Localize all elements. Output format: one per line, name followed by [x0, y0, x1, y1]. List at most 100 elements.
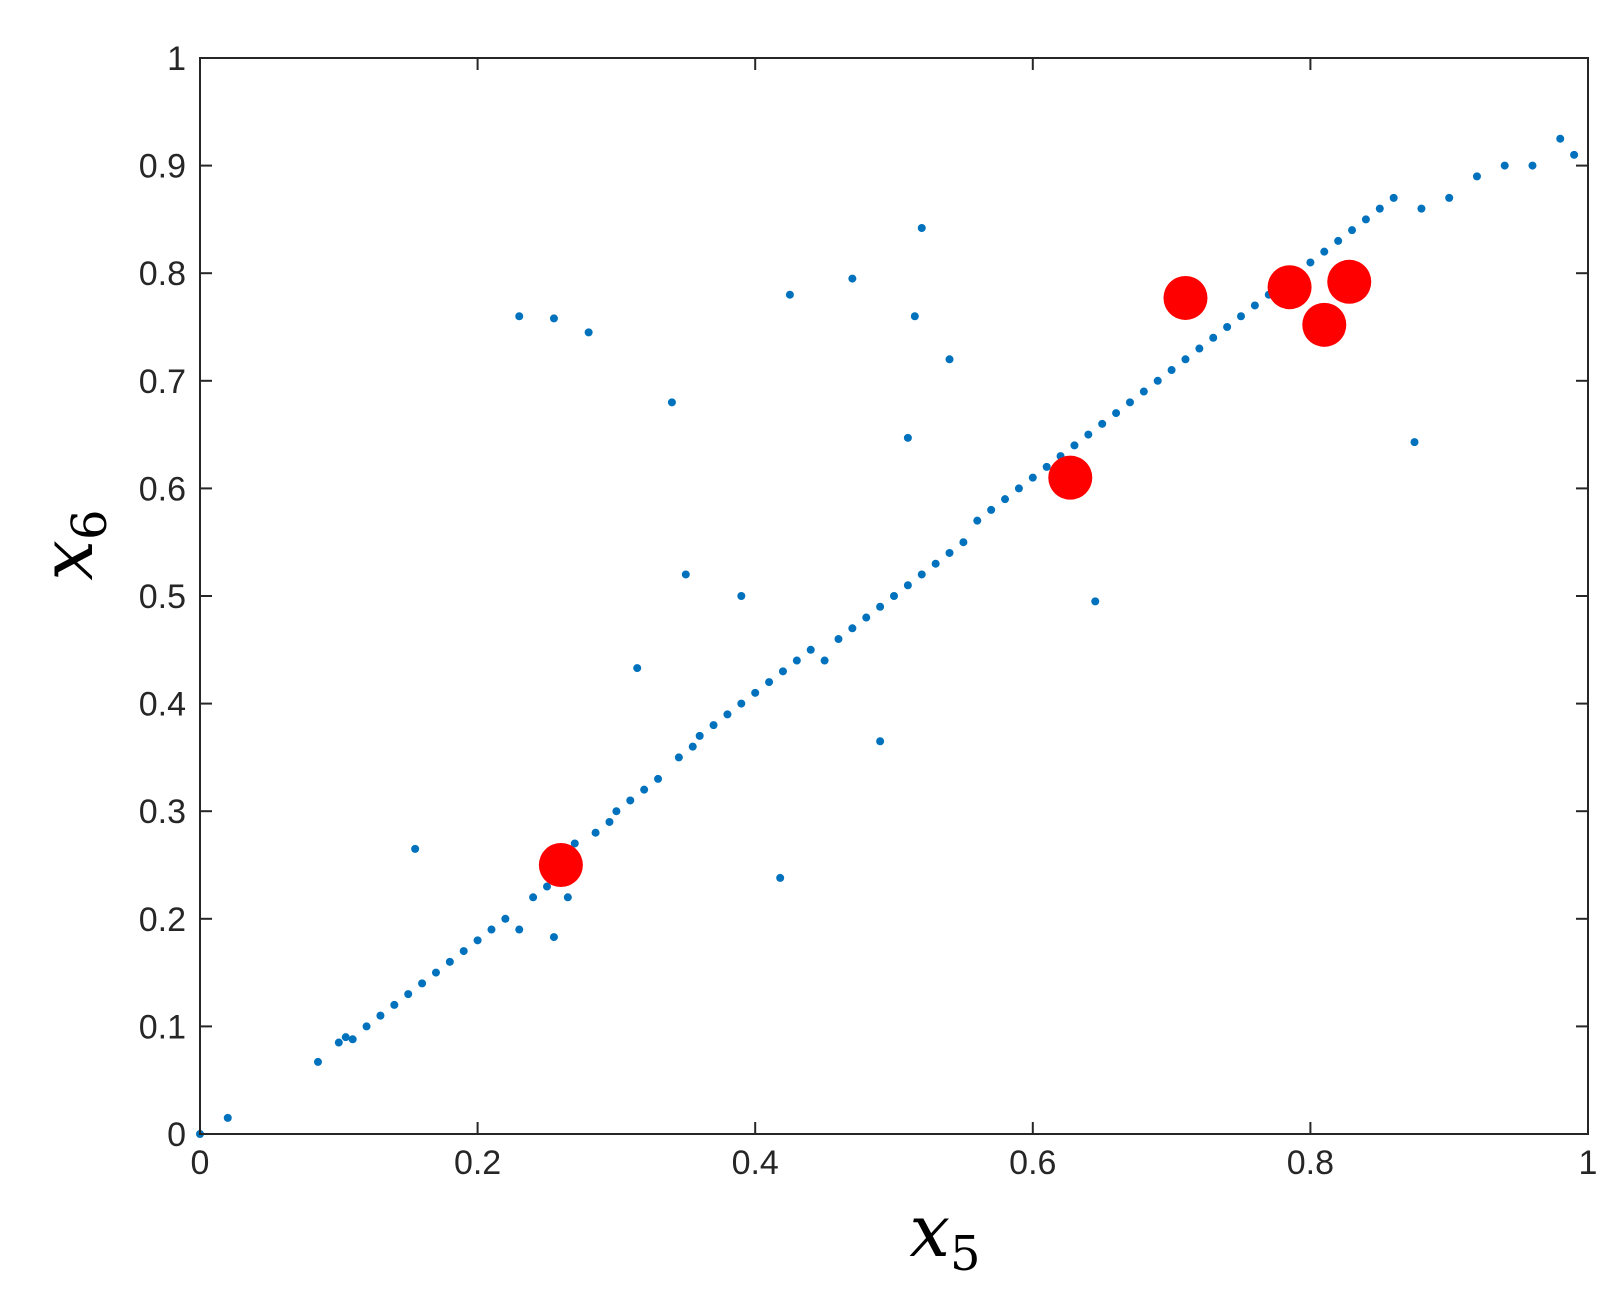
data-point [778, 667, 787, 676]
plot-area-frame [199, 57, 1589, 1135]
data-point [695, 731, 704, 740]
data-point [487, 925, 496, 934]
data-point [529, 893, 538, 902]
data-point [591, 828, 600, 837]
data-point [341, 1033, 350, 1042]
x-tick-label: 0.6 [1009, 1144, 1056, 1182]
data-point [390, 1000, 399, 1009]
data-point [1528, 161, 1537, 170]
data-point [313, 1057, 322, 1066]
data-point [931, 559, 940, 568]
data-point [584, 328, 593, 337]
data-point [348, 1035, 357, 1044]
data-point [640, 785, 649, 794]
data-point [785, 290, 794, 299]
data-point [515, 925, 524, 934]
x-axis-label-base: x [909, 1189, 950, 1273]
x-tick-label: 0.8 [1287, 1144, 1334, 1182]
data-point [1209, 333, 1218, 342]
data-point [633, 664, 642, 673]
highlighted-points [538, 259, 1372, 887]
data-point [549, 314, 558, 323]
data-point [1306, 258, 1315, 267]
data-point [459, 947, 468, 956]
y-tick-label: 0.8 [139, 255, 186, 293]
x-tick-label: 0.4 [732, 1144, 779, 1182]
data-point [1250, 301, 1259, 310]
data-point [1334, 236, 1343, 245]
data-point [1042, 462, 1051, 471]
data-point [334, 1038, 343, 1047]
data-point [1223, 323, 1232, 331]
data-point [723, 710, 732, 719]
data-point [667, 398, 676, 407]
data-point [688, 742, 697, 751]
data-point [1028, 473, 1037, 482]
data-point [1556, 134, 1565, 143]
data-point [1070, 441, 1079, 450]
data-point [1417, 204, 1426, 213]
data-point [876, 602, 885, 611]
data-point [549, 933, 558, 942]
data-point [917, 570, 926, 579]
highlight-point [1327, 259, 1372, 304]
data-point [1445, 193, 1454, 202]
data-point [223, 1113, 232, 1122]
data-point [1361, 215, 1370, 224]
x-tick-label: 0 [191, 1144, 210, 1182]
data-point [862, 613, 871, 622]
y-tick-label: 0.9 [139, 148, 186, 186]
data-point [1098, 419, 1107, 428]
data-point [1375, 204, 1384, 213]
data-point [1181, 355, 1190, 364]
highlight-point [1267, 265, 1312, 310]
data-point [501, 914, 510, 923]
x-axis-label-subscript: 5 [950, 1226, 981, 1282]
y-tick-label: 0.3 [139, 793, 186, 831]
data-point [973, 516, 982, 525]
y-tick-label: 1 [167, 40, 186, 78]
data-point [1472, 172, 1481, 181]
data-point [1167, 366, 1176, 375]
data-point [515, 312, 524, 321]
y-tick-label: 0.5 [139, 578, 186, 616]
data-point [563, 893, 572, 902]
data-point [848, 624, 857, 633]
y-axis-label: x6 [25, 509, 118, 580]
data-point [1139, 387, 1148, 396]
data-point [1125, 398, 1134, 407]
data-point [612, 807, 621, 816]
data-point [626, 796, 635, 805]
highlight-point [1048, 455, 1093, 500]
y-tick-label: 0 [167, 1116, 186, 1154]
data-point [903, 581, 912, 590]
data-point [737, 592, 746, 600]
data-point [737, 699, 746, 708]
data-point [987, 505, 996, 514]
y-tick-label: 0.4 [139, 686, 186, 724]
highlight-point [1302, 302, 1347, 347]
data-point [404, 990, 413, 999]
data-point [681, 570, 690, 579]
data-point [411, 844, 420, 853]
data-point [959, 538, 968, 547]
data-point [362, 1022, 371, 1031]
data-point [605, 817, 614, 826]
data-point [1389, 193, 1398, 202]
data-point [1084, 430, 1093, 439]
data-point [1500, 161, 1509, 170]
data-point [418, 979, 427, 988]
data-point [1410, 438, 1419, 447]
data-point [792, 656, 801, 665]
x-axis-label: x5 [909, 1189, 980, 1282]
data-point [543, 882, 551, 891]
highlight-point [1163, 275, 1208, 320]
data-point [1570, 150, 1579, 159]
data-point [890, 592, 898, 600]
data-point [376, 1011, 385, 1020]
data-point [1348, 226, 1357, 235]
data-point [834, 635, 843, 644]
data-point [1112, 409, 1121, 418]
